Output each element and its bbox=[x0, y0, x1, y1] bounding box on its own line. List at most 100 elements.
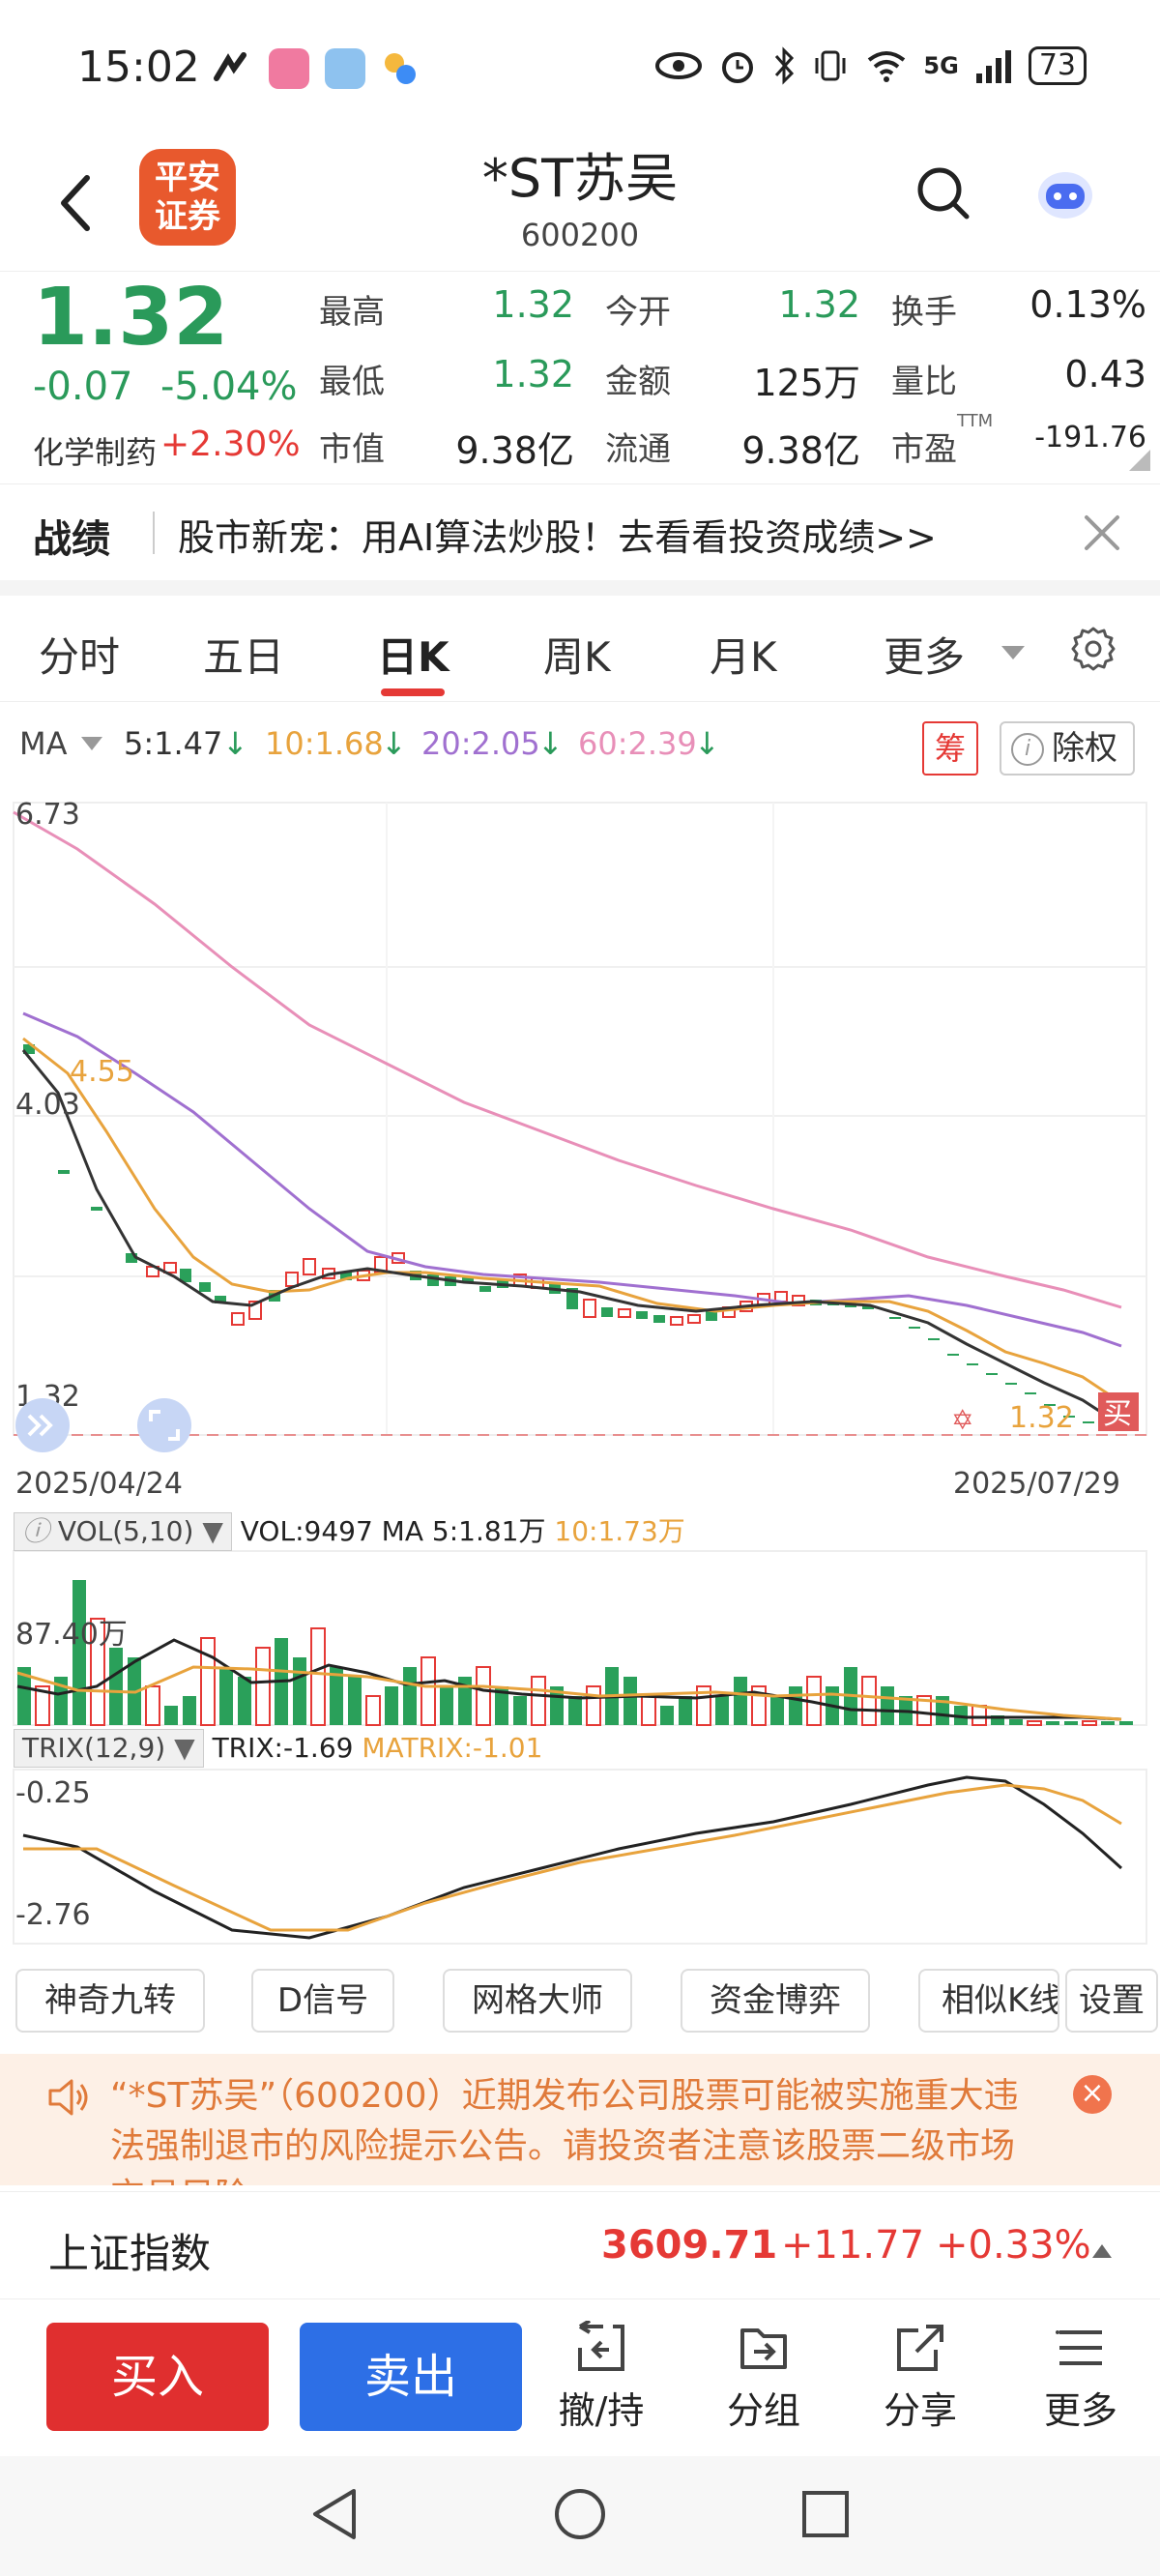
candle bbox=[889, 1317, 901, 1319]
buy-signal-label: 买 bbox=[1103, 1397, 1132, 1431]
trix-legend: TRIX(12,9) ▼ TRIX:-1.69 MATRIX:-1.01 bbox=[14, 1729, 542, 1770]
volume-bar bbox=[715, 1696, 729, 1725]
volume-bar bbox=[145, 1685, 160, 1726]
chevron-down-icon[interactable] bbox=[1001, 646, 1025, 659]
tab-daily-k[interactable]: 日K bbox=[377, 633, 450, 681]
volume-bar bbox=[183, 1696, 196, 1725]
risk-notice[interactable]: “*ST苏吴”（600200）近期发布公司股票可能被实施重大违法强制退市的风险提… bbox=[0, 2054, 1160, 2185]
ma-selector[interactable]: MA bbox=[19, 725, 68, 762]
ai-robot-icon[interactable] bbox=[1034, 164, 1096, 222]
volume-bar bbox=[420, 1656, 436, 1726]
chip-button[interactable]: 筹 bbox=[922, 721, 978, 776]
wifi-icon bbox=[868, 51, 906, 82]
ma20-line bbox=[22, 1011, 1122, 1348]
candle bbox=[583, 1299, 596, 1318]
banner-text[interactable]: 股市新宠：用AI算法炒股！去看看投资成绩>> bbox=[178, 516, 937, 559]
candle bbox=[636, 1311, 648, 1319]
info-icon: ⓘ bbox=[22, 1515, 58, 1547]
candle bbox=[986, 1373, 998, 1375]
volume-bar bbox=[310, 1627, 326, 1726]
volume-bar bbox=[624, 1677, 637, 1725]
candle bbox=[566, 1288, 578, 1309]
vol-selector[interactable]: ⓘ VOL(5,10) ▼ bbox=[14, 1512, 232, 1551]
indicator-grid-master[interactable]: 网格大师 bbox=[443, 1969, 632, 2033]
quote-value: 1.32 bbox=[492, 353, 574, 395]
indicator-d-signal[interactable]: D信号 bbox=[251, 1969, 394, 2033]
sector-change[interactable]: +2.30% bbox=[160, 424, 301, 464]
nav-back-icon[interactable] bbox=[307, 2485, 362, 2543]
volume-bar bbox=[219, 1667, 233, 1725]
trix-top-label: -0.25 bbox=[15, 1776, 91, 1810]
volume-bar bbox=[861, 1676, 877, 1726]
cancel-hold-button[interactable]: 撤/持 bbox=[543, 2321, 659, 2434]
scroll-left-button[interactable] bbox=[15, 1398, 70, 1452]
share-button[interactable]: 分享 bbox=[862, 2321, 978, 2434]
market-index-bar[interactable]: 上证指数 3609.71 +11.77 +0.33% bbox=[0, 2191, 1160, 2299]
indicator-toolbar: 神奇九转 D信号 网格大师 资金博弈 相似K线 设置 bbox=[0, 1963, 1160, 2040]
tab-five-day[interactable]: 五日 bbox=[203, 633, 285, 681]
volume-bars bbox=[17, 1580, 1133, 1726]
nav-home-icon[interactable] bbox=[551, 2485, 609, 2543]
pinwheel-app-icon bbox=[385, 53, 416, 84]
close-icon[interactable] bbox=[1083, 513, 1121, 552]
buy-button[interactable]: 买入 bbox=[46, 2323, 269, 2431]
quote-value: 9.38亿 bbox=[741, 429, 860, 472]
candle bbox=[462, 1276, 474, 1282]
fullscreen-button[interactable] bbox=[137, 1398, 191, 1452]
quote-value: 9.38亿 bbox=[455, 429, 574, 472]
volume-bar bbox=[476, 1666, 491, 1726]
price-change: -0.07 bbox=[33, 365, 133, 409]
sell-button[interactable]: 卖出 bbox=[300, 2323, 522, 2431]
indicator-fund-game[interactable]: 资金博弈 bbox=[681, 1969, 870, 2033]
vol-legend: ⓘ VOL(5,10) ▼ VOL:9497 MA 5:1.81万 10:1.7… bbox=[14, 1510, 685, 1551]
buy-signal-tag[interactable] bbox=[1098, 1392, 1139, 1431]
indicator-nine-turns[interactable]: 神奇九转 bbox=[15, 1969, 205, 2033]
tab-monthly-k[interactable]: 月K bbox=[710, 633, 777, 681]
volume-bar bbox=[679, 1696, 692, 1725]
volume-bar bbox=[1064, 1721, 1078, 1725]
notification-icons bbox=[211, 48, 420, 89]
candle bbox=[928, 1338, 940, 1340]
volume-bar bbox=[734, 1677, 747, 1725]
ma-dropdown-icon[interactable] bbox=[81, 737, 102, 750]
candle bbox=[91, 1207, 102, 1211]
corner-fold-icon[interactable] bbox=[1129, 450, 1150, 471]
current-price: 1.32 bbox=[33, 272, 229, 364]
trix-selector[interactable]: TRIX(12,9) ▼ bbox=[14, 1729, 204, 1768]
candle bbox=[180, 1269, 191, 1282]
volume-bar bbox=[789, 1686, 802, 1725]
tab-intraday[interactable]: 分时 bbox=[39, 633, 121, 681]
trix-bottom-label: -2.76 bbox=[15, 1898, 91, 1932]
volume-bar bbox=[458, 1677, 472, 1725]
indicator-settings[interactable]: 设置 bbox=[1065, 1969, 1158, 2033]
more-button[interactable]: 更多 bbox=[1023, 2321, 1139, 2434]
quote-value: 125万 bbox=[753, 362, 860, 404]
promo-banner[interactable]: 战绩 股市新宠：用AI算法炒股！去看看投资成绩>> bbox=[0, 483, 1160, 580]
search-icon[interactable] bbox=[914, 164, 972, 222]
chevron-up-icon[interactable] bbox=[1092, 2244, 1112, 2258]
ex-rights-button[interactable]: i 除权 bbox=[1000, 721, 1135, 776]
volume-bar bbox=[348, 1677, 362, 1725]
candle bbox=[479, 1286, 491, 1292]
broker-logo[interactable]: 平安 证券 bbox=[139, 149, 236, 246]
volume-bar bbox=[109, 1648, 123, 1725]
volume-bar bbox=[365, 1695, 381, 1726]
tab-more[interactable]: 更多 bbox=[884, 633, 966, 681]
tab-weekly-k[interactable]: 周K bbox=[543, 633, 611, 681]
status-time: 15:02 bbox=[77, 43, 200, 92]
trix-line bbox=[22, 1775, 1123, 1940]
sector-name[interactable]: 化学制药 bbox=[33, 434, 158, 471]
back-icon[interactable] bbox=[48, 164, 106, 242]
indicator-similar-k[interactable]: 相似K线 bbox=[918, 1969, 1059, 2033]
trix-title: TRIX(12,9) bbox=[22, 1732, 166, 1764]
candle bbox=[862, 1305, 874, 1309]
volume-bar bbox=[200, 1637, 216, 1726]
volume-bar bbox=[1082, 1720, 1097, 1726]
close-icon[interactable]: × bbox=[1073, 2075, 1112, 2114]
nav-recents-icon[interactable] bbox=[798, 2487, 853, 2541]
candle bbox=[601, 1307, 613, 1317]
gear-icon[interactable] bbox=[1069, 625, 1117, 673]
group-button[interactable]: 分组 bbox=[706, 2321, 822, 2434]
volume-bar bbox=[991, 1715, 1004, 1725]
kline-chart[interactable]: 6.73 4.55 4.03 1.32 1.32 买 ✡ 2025/04/24 … bbox=[0, 774, 1160, 1963]
